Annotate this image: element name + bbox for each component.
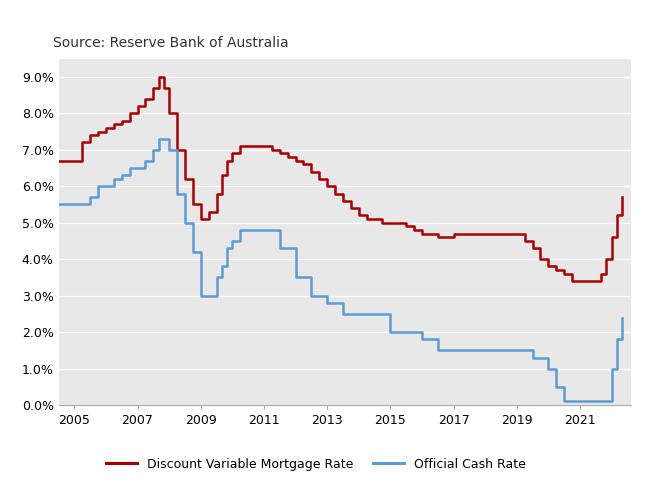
Discount Variable Mortgage Rate [155,74,162,80]
Official Cash Rate [55,202,62,207]
Text: BUSINESS: BUSINESS [546,46,621,59]
Discount Variable Mortgage Rate [55,158,62,163]
Official Cash Rate [465,347,473,353]
Line: Official Cash Rate: Official Cash Rate [58,139,622,402]
Legend: Discount Variable Mortgage Rate, Official Cash Rate: Discount Variable Mortgage Rate, Officia… [101,453,530,476]
Official Cash Rate [244,227,252,233]
Discount Variable Mortgage Rate [497,231,505,237]
Official Cash Rate [86,194,94,200]
Discount Variable Mortgage Rate [584,278,592,284]
Official Cash Rate [78,202,86,207]
Discount Variable Mortgage Rate [618,194,626,200]
Official Cash Rate [618,315,626,321]
Discount Variable Mortgage Rate [536,256,544,262]
Line: Discount Variable Mortgage Rate: Discount Variable Mortgage Rate [58,77,622,281]
Official Cash Rate [450,347,458,353]
Discount Variable Mortgage Rate [110,122,118,127]
Official Cash Rate [560,399,568,405]
Discount Variable Mortgage Rate [521,238,528,244]
Discount Variable Mortgage Rate [568,278,576,284]
Official Cash Rate [181,220,188,225]
Official Cash Rate [155,136,162,142]
Text: MACRO: MACRO [556,20,611,33]
Text: Source: Reserve Bank of Australia: Source: Reserve Bank of Australia [53,37,289,50]
Discount Variable Mortgage Rate [513,231,521,237]
